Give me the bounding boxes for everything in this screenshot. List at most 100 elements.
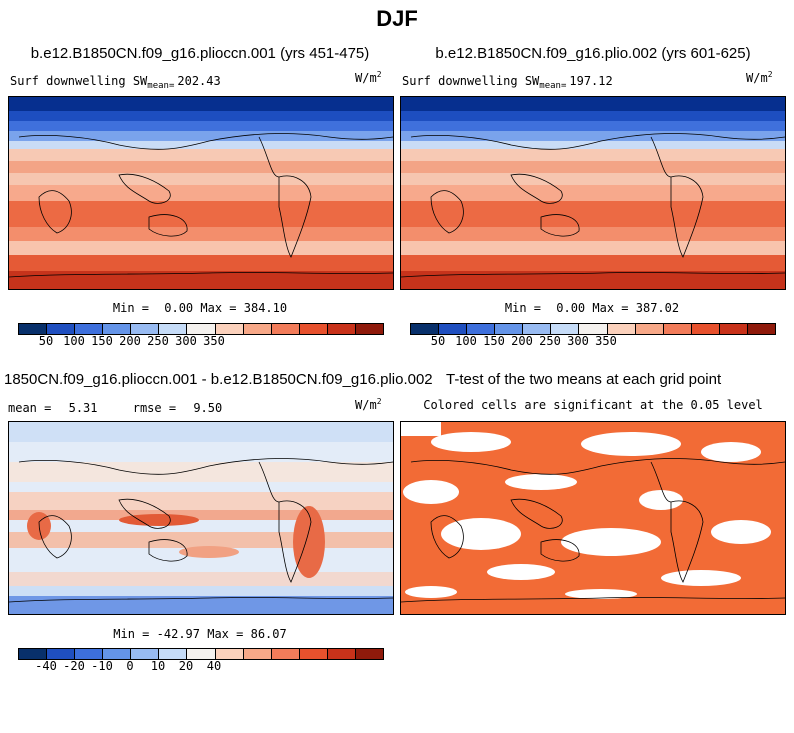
panel-tr-max-value: 387.02 — [635, 301, 680, 315]
panel-bl-colorbar-swatch — [75, 649, 104, 659]
panel-tr-colorbar-swatch — [523, 324, 552, 334]
panel-tr-colorbar-swatch — [551, 324, 580, 334]
panel-tr-max-label: Max = — [592, 301, 629, 315]
panel-tl-colorbar-swatch — [75, 324, 104, 334]
panel-tl-colorbar-tick-label: 350 — [203, 334, 225, 348]
panel-tl-colorbar-swatch — [327, 324, 356, 334]
panel-tl-colorbar — [18, 323, 384, 335]
panel-bl-colorbar-tick-label: 10 — [150, 659, 166, 673]
panel-tr-colorbar-tick-label: 350 — [595, 334, 617, 348]
panel-tl-colorbar-swatch — [159, 324, 188, 334]
panel-tl-mean-value: 202.43 — [177, 74, 221, 88]
panel-tl-colorbar-tick-label: 300 — [175, 334, 197, 348]
panel-tl-colorbar-swatch — [243, 324, 272, 334]
panel-tr-minmax: Min = 0.00 Max = 387.02 — [400, 301, 784, 315]
panel-tl-colorbar-swatch — [271, 324, 300, 334]
panel-bl-colorbar-swatch — [131, 649, 160, 659]
panel-tr-mean-value: 197.12 — [569, 74, 613, 88]
panel-bl-minmax: Min = -42.97 Max = 86.07 — [8, 627, 392, 641]
panel-tr-field-label: Surf downwelling SWmean= 197.12 — [402, 74, 613, 91]
panel-bl-colorbar-swatch — [355, 649, 384, 659]
panel-tr-colorbar-tick-label: 300 — [567, 334, 589, 348]
panel-tl-colorbar-swatch — [103, 324, 132, 334]
panel-tl-colorbar-swatch — [19, 324, 48, 334]
panel-bl-colorbar-tick-label: -10 — [91, 659, 113, 673]
panel-tl-min-label: Min = — [112, 301, 150, 315]
panel-tl-colorbar-swatch — [355, 324, 384, 334]
panel-bl-colorbar-swatch — [159, 649, 188, 659]
panel-tr-colorbar-swatch — [719, 324, 748, 334]
panel-bl-colorbar-swatch — [327, 649, 356, 659]
panel-tr-colorbar-ticks: 50 100 150 200 250 300 350 — [410, 334, 774, 350]
panel-tl-units-exp: 2 — [376, 70, 382, 79]
panel-bl-colorbar-tick-label: 0 — [126, 659, 134, 673]
panel-tr-colorbar — [410, 323, 776, 335]
panel-bl-map — [8, 421, 394, 615]
panel-tl-field: Surf downwelling SW — [10, 74, 148, 88]
panel-tr-field: Surf downwelling SW — [402, 74, 540, 88]
panel-tr-colorbar-tick-label: 250 — [539, 334, 561, 348]
panel-bl-colorbar-tick-label: 40 — [206, 659, 222, 673]
panel-tr-colorbar-swatch — [747, 324, 776, 334]
panel-tr-colorbar-swatch — [467, 324, 496, 334]
panel-bl-colorbar-swatch — [19, 649, 48, 659]
panel-tr-min-label: Min = — [504, 301, 542, 315]
panel-tr-units: W/m2 — [746, 70, 773, 85]
panel-tl-colorbar-tick-label: 250 — [147, 334, 169, 348]
panel-bl-mean-value: 5.31 — [68, 401, 98, 415]
panel-tl-min-value: 0.00 — [164, 301, 194, 315]
panel-tr-map — [400, 96, 786, 290]
panel-bl-colorbar-swatch — [215, 649, 244, 659]
panel-tr-colorbar-swatch — [579, 324, 608, 334]
panel-bl-colorbar-ticks: -40 -20 -10 0 10 20 40 — [18, 659, 382, 675]
panel-tr-units-base: W/m — [746, 71, 768, 85]
panel-tr-colorbar-swatch — [691, 324, 720, 334]
panel-tr-colorbar-swatch — [495, 324, 524, 334]
panel-bl-max-label: Max = — [207, 627, 244, 641]
panel-tl-units: W/m2 — [355, 70, 382, 85]
panel-bl-colorbar-swatch — [271, 649, 300, 659]
panel-bl-colorbar-swatch — [299, 649, 328, 659]
panel-tl-map-svg — [9, 97, 393, 289]
panel-bl-units-exp: 2 — [376, 397, 382, 406]
panel-br-subtitle: Colored cells are significant at the 0.0… — [423, 398, 763, 412]
panel-tl-max-label: Max = — [200, 301, 237, 315]
panel-br-map — [400, 421, 786, 615]
panel-tl-colorbar-swatch — [299, 324, 328, 334]
panel-bl-mean-label: mean = — [8, 401, 52, 415]
panel-bl-colorbar-tick-label: -20 — [63, 659, 85, 673]
panel-bl-stats: mean = 5.31 rmse = 9.50 — [8, 401, 222, 415]
panel-bl-max-value: 86.07 — [250, 627, 287, 641]
panel-tl-field-label: Surf downwelling SWmean= 202.43 — [10, 74, 221, 91]
figure-title: DJF — [376, 6, 418, 31]
panel-tr-colorbar-tick-label: 50 — [430, 334, 446, 348]
panel-tl-case-title: b.e12.B1850CN.f09_g16.plioccn.001 (yrs 4… — [30, 45, 370, 62]
panel-bl-units: W/m2 — [355, 397, 382, 412]
panel-tl-colorbar-tick-label: 100 — [63, 334, 85, 348]
panel-tr-units-exp: 2 — [767, 70, 773, 79]
panel-tr-colorbar-tick-label: 150 — [483, 334, 505, 348]
panel-bl-colorbar-tick-label: -40 — [35, 659, 57, 673]
panel-tl-colorbar-swatch — [215, 324, 244, 334]
panel-tl-minmax: Min = 0.00 Max = 384.10 — [8, 301, 392, 315]
panel-bl-map-svg — [9, 422, 393, 614]
panel-tr-mean-label: mean= — [539, 81, 567, 91]
panel-bl-colorbar-swatch — [47, 649, 76, 659]
panel-tl-max-value: 384.10 — [243, 301, 288, 315]
panel-tr-colorbar-swatch — [635, 324, 664, 334]
panel-tr-colorbar-swatch — [439, 324, 468, 334]
panel-tr-colorbar-swatch — [663, 324, 692, 334]
panel-bl-colorbar-swatch — [187, 649, 216, 659]
panel-tl-colorbar-tick-label: 200 — [119, 334, 141, 348]
panel-bl-colorbar-swatch — [103, 649, 132, 659]
panel-bl-units-base: W/m — [355, 398, 377, 412]
panel-tl-colorbar-ticks: 50 100 150 200 250 300 350 — [18, 334, 382, 350]
panel-br-map-svg — [401, 422, 785, 614]
panel-tr-colorbar-swatch — [411, 324, 440, 334]
panel-bl-min-value: -42.97 — [156, 627, 200, 641]
panel-tr-colorbar-tick-label: 200 — [511, 334, 533, 348]
panel-bl-colorbar-tick-label: 20 — [178, 659, 194, 673]
panel-tl-map — [8, 96, 394, 290]
panel-tl-colorbar-swatch — [131, 324, 160, 334]
